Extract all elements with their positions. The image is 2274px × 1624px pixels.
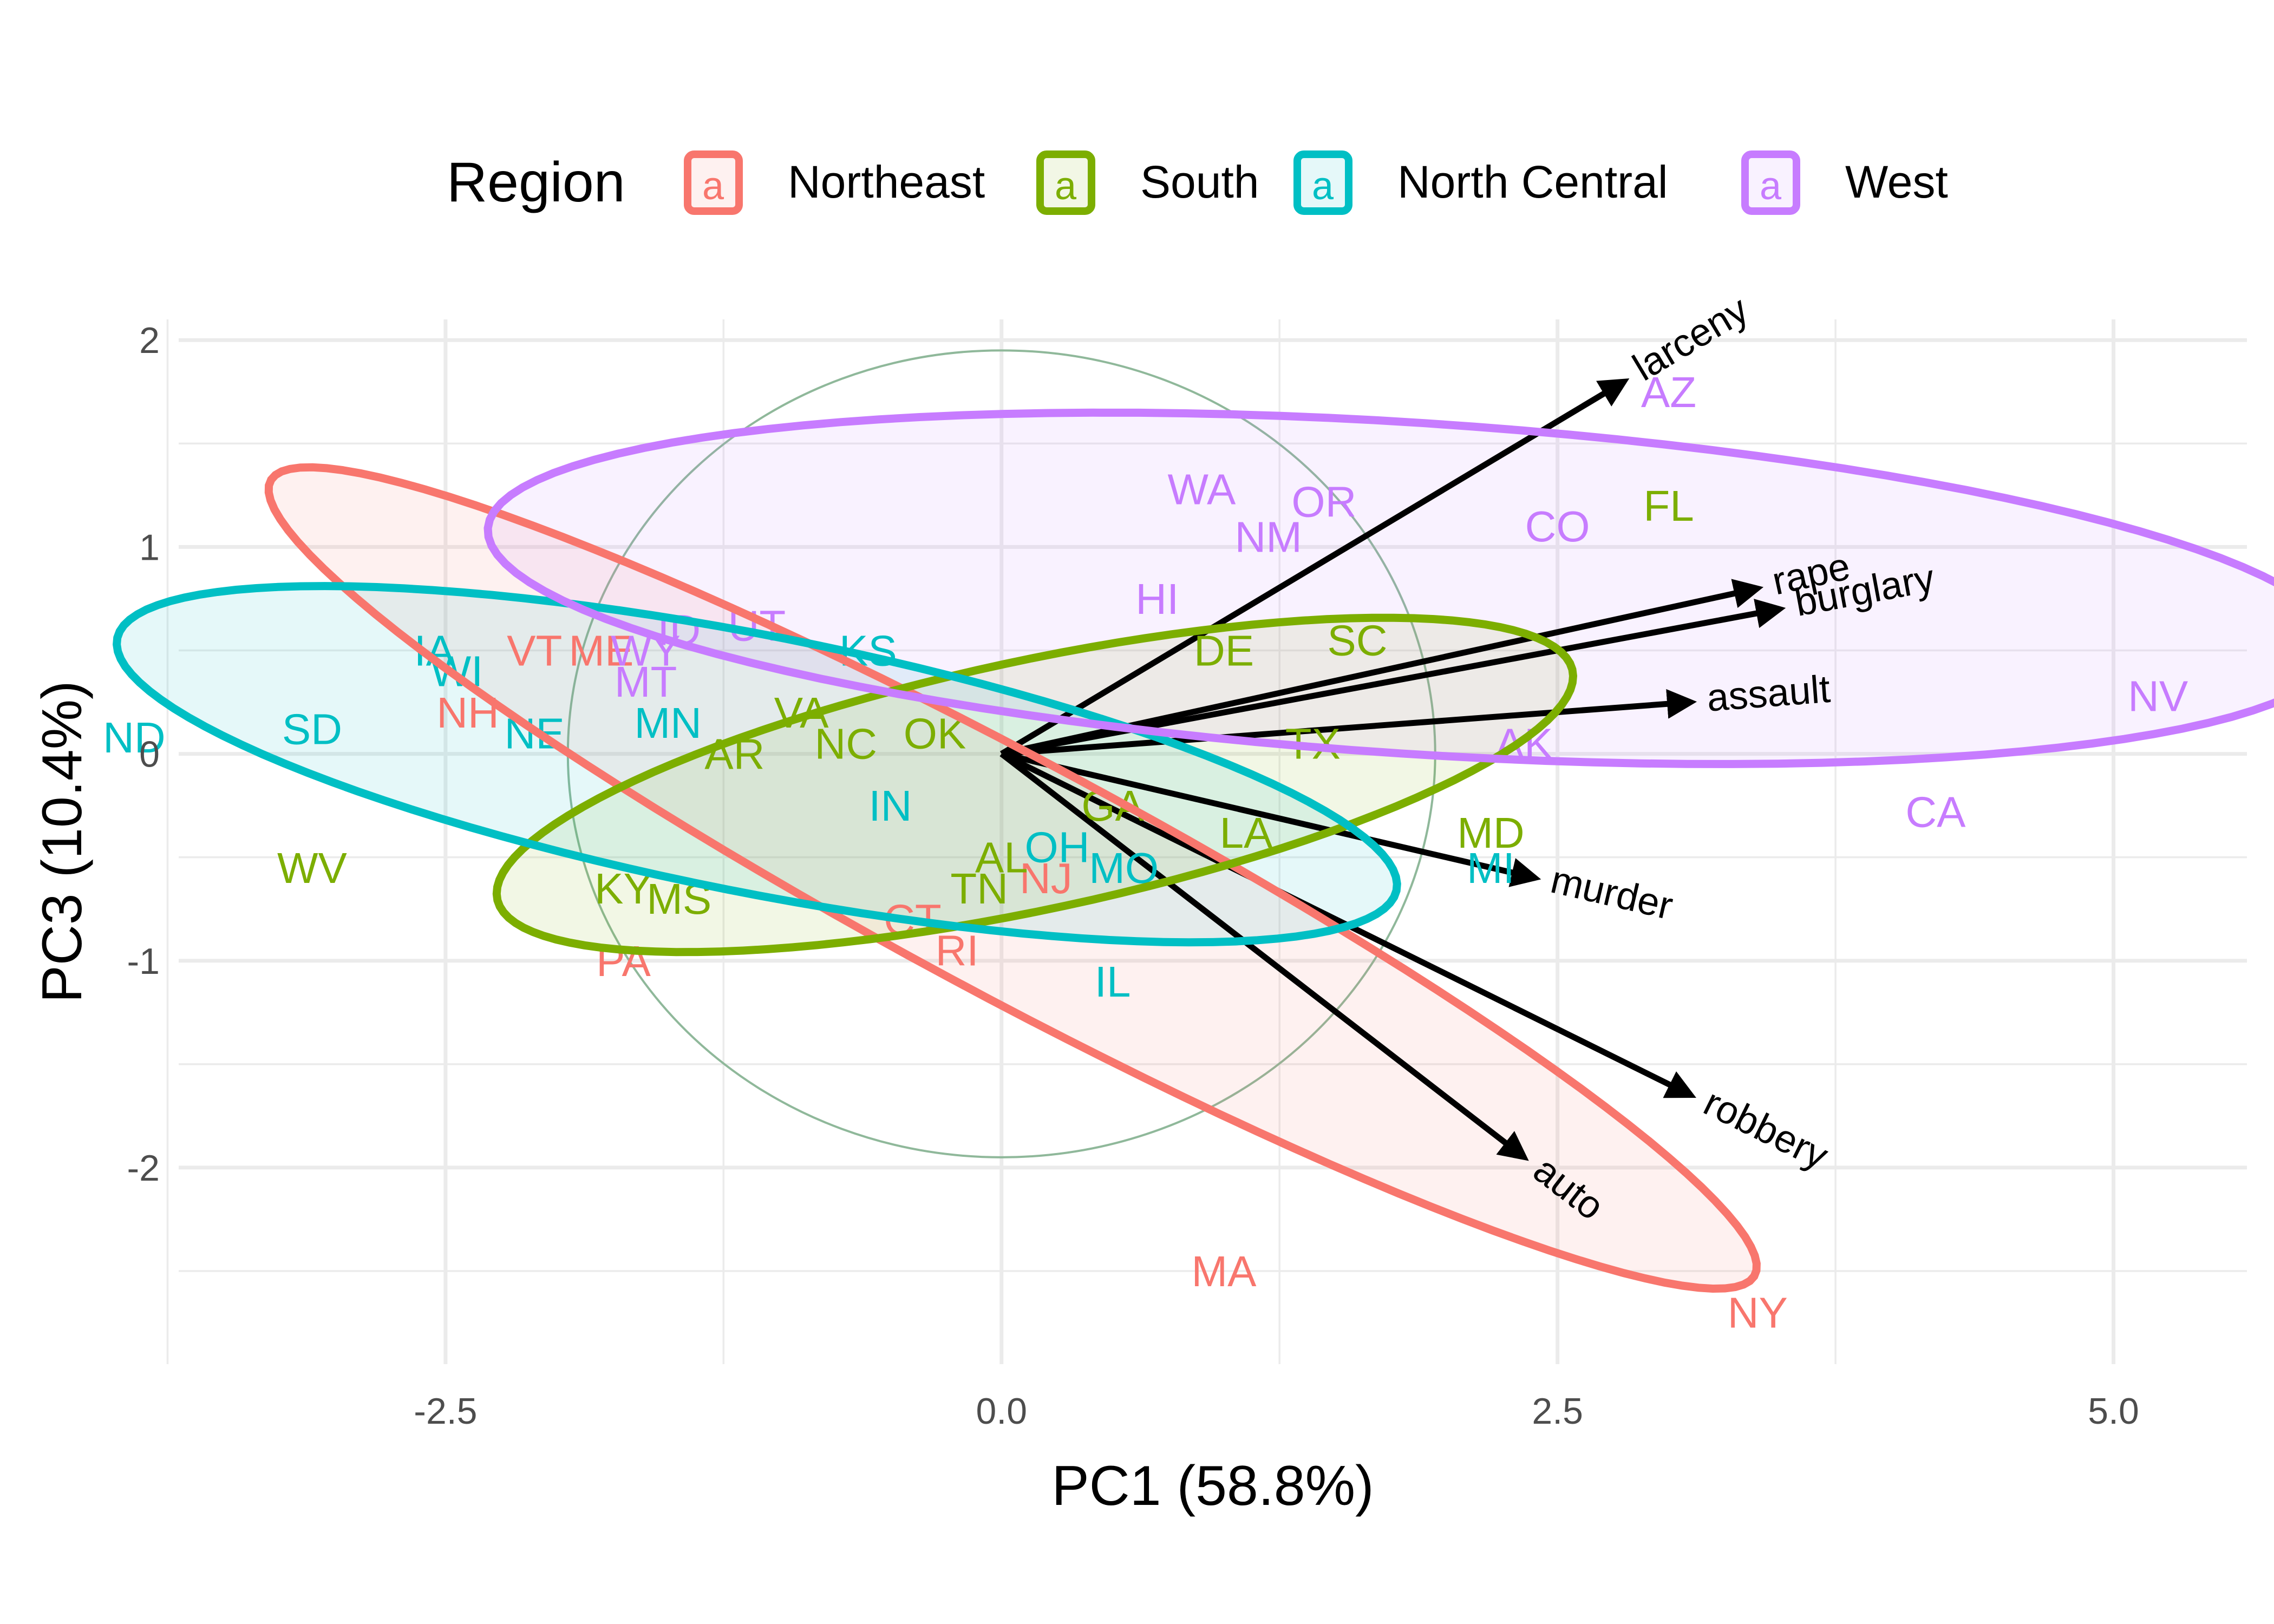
legend-title: Region	[447, 151, 625, 214]
south-ellipse	[492, 613, 1578, 957]
y-tick-label: 2	[139, 320, 160, 361]
point-label: WV	[277, 844, 348, 892]
point-label: CA	[1905, 788, 1966, 836]
point-label: MT	[615, 658, 677, 706]
northeast-ellipse	[264, 463, 1761, 1293]
point-label: NV	[2128, 672, 2188, 721]
legend-label-north-central: North Central	[1397, 156, 1668, 207]
legend-key-glyph: a	[1312, 165, 1334, 208]
legend-label-south: South	[1140, 156, 1259, 207]
point-label: HI	[1135, 575, 1179, 623]
legend-key-glyph: a	[1055, 165, 1077, 208]
axis-layer: PC1 (58.8%) PC3 (10.4%) -2.5 0.0 2.5 5.0 -2 -…	[31, 320, 2139, 1517]
point-label: IL	[1095, 958, 1131, 1006]
point-label: NM	[1234, 513, 1302, 561]
legend-key-south	[1036, 150, 1095, 215]
point-label: NC	[814, 719, 877, 768]
arrow-assault	[1001, 689, 1697, 757]
x-tick-label: 5.0	[2088, 1391, 2139, 1432]
northeast-ellipse-fill	[269, 467, 1757, 1289]
y-tick-label: 1	[139, 527, 160, 568]
x-tick-label: -2.5	[414, 1391, 477, 1432]
arrow-murder	[1001, 751, 1541, 887]
legend-label-west: West	[1845, 156, 1948, 207]
point-label: MD	[1457, 809, 1524, 857]
point-label: OH	[1024, 823, 1089, 872]
y-axis-title: PC3 (10.4%)	[31, 680, 94, 1003]
arrow-auto	[999, 751, 1529, 1161]
y-tick-label: -2	[127, 1148, 160, 1189]
point-label: LA	[1220, 809, 1273, 857]
south-ellipse-fill	[496, 618, 1573, 952]
arrow-label-robbery: robbery	[1697, 1081, 1834, 1178]
ellipse-outline-layer	[113, 408, 2274, 1293]
point-label: ND	[103, 713, 166, 762]
legend-label-northeast: Northeast	[788, 156, 985, 207]
point-label: OR	[1291, 477, 1356, 526]
point-label: MI	[1467, 844, 1515, 892]
legend-key-glyph: a	[702, 165, 724, 208]
legend-key-west	[1741, 150, 1800, 215]
x-tick-label: 2.5	[1532, 1391, 1583, 1432]
point-label: SD	[282, 705, 342, 754]
arrow-larceny	[999, 378, 1630, 757]
y-tick-label: 0	[139, 734, 160, 775]
point-label: MA	[1192, 1247, 1257, 1295]
x-axis-title: PC1 (58.8%)	[1051, 1455, 1374, 1517]
point-label: IN	[868, 782, 912, 830]
point-label: SC	[1327, 616, 1387, 664]
point-label: VT	[507, 626, 562, 675]
legend-key-north-central	[1293, 150, 1352, 215]
x-tick-label: 0.0	[976, 1391, 1028, 1432]
point-label: AZ	[1641, 368, 1696, 416]
point-label: ME	[568, 626, 633, 675]
point-label: RI	[936, 927, 979, 975]
point-label: DE	[1194, 626, 1254, 675]
point-label: MN	[634, 699, 701, 747]
point-label: WA	[1168, 465, 1237, 513]
point-label: TN	[950, 865, 1008, 913]
arrow-label-murder: murder	[1547, 858, 1677, 928]
point-label: NJ	[1020, 854, 1073, 902]
legend: Region a Northeast a South a North Central a We…	[447, 150, 1948, 215]
north-central-ellipse	[113, 582, 1401, 947]
legend-key-glyph: a	[1760, 165, 1782, 208]
legend-key-northeast	[684, 150, 743, 215]
point-label: NY	[1728, 1288, 1788, 1337]
point-label: AL	[975, 834, 1028, 882]
arrow-label-assault: assault	[1706, 667, 1832, 720]
point-label: FL	[1643, 482, 1694, 530]
grid-lines	[166, 319, 2247, 1364]
y-tick-label: -1	[127, 941, 160, 982]
point-label: CO	[1525, 502, 1590, 551]
north-central-ellipse-fill	[116, 586, 1397, 942]
west-ellipse	[483, 408, 2274, 768]
